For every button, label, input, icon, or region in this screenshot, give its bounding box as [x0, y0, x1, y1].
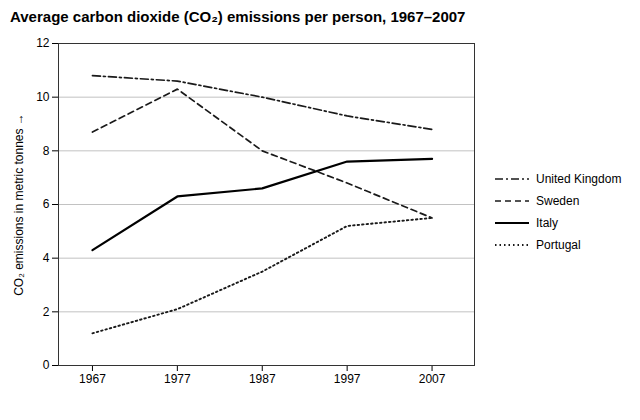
html-text:United Kingdom: United Kingdom — [536, 172, 622, 186]
svg-text:8: 8 — [43, 144, 50, 158]
svg-text:1987: 1987 — [249, 372, 276, 386]
html-text:Portugal: Portugal — [536, 238, 581, 252]
svg-text:2007: 2007 — [419, 372, 446, 386]
svg-text:6: 6 — [43, 197, 50, 211]
svg-text:0: 0 — [43, 358, 50, 372]
svg-text:1967: 1967 — [79, 372, 106, 386]
html-text:Average carbon dioxide (CO₂) e: Average carbon dioxide (CO₂) emissions p… — [10, 8, 466, 25]
svg-text:CO₂ emissions in metric tonnes: CO₂ emissions in metric tonnes → — [12, 113, 26, 296]
svg-text:2: 2 — [43, 305, 50, 319]
svg-text:12: 12 — [36, 36, 50, 50]
svg-text:4: 4 — [43, 251, 50, 265]
svg-text:1977: 1977 — [164, 372, 191, 386]
html-text:Sweden: Sweden — [536, 194, 580, 208]
html-text:Italy: Italy — [536, 216, 558, 230]
svg-text:1997: 1997 — [334, 372, 361, 386]
svg-text:10: 10 — [36, 90, 50, 104]
